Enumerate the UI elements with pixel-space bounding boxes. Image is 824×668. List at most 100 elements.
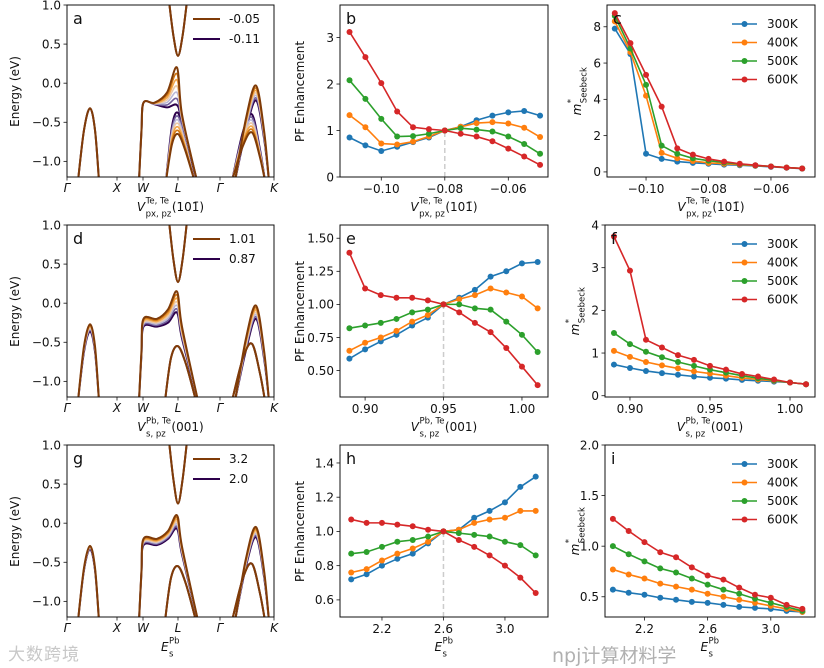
- kpoint-label: Γ: [217, 181, 225, 195]
- kpoint-label: Γ: [64, 401, 72, 415]
- legend-label: 500K: [767, 54, 799, 68]
- data-point: [704, 590, 711, 597]
- data-point: [424, 311, 431, 318]
- y-tick-label: 1: [591, 346, 599, 360]
- y-tick-label: 2: [593, 129, 601, 143]
- data-point: [378, 115, 385, 122]
- y-tick-label: 8: [593, 20, 601, 34]
- x-axis-label-base: V: [677, 420, 686, 434]
- legend-label: 400K: [767, 256, 799, 270]
- y-axis-label: m* Seebeck: [565, 287, 588, 335]
- data-point: [362, 339, 369, 346]
- x-axis-label: V Te, Te px, pz(101̄): [677, 197, 744, 220]
- x-axis-label-sub: s: [169, 650, 174, 660]
- y-tick-label: 1.2: [315, 490, 334, 504]
- panel-c: −0.10 −0.08 −0.06 300K 400K 500K 600K 0 2 4 6 8 c V Te…: [567, 4, 816, 220]
- data-point: [362, 95, 369, 102]
- panel-d: Γ X W L Γ K 1.01 0.87 1.0 0.5 0.0 −0.5 −1.0 d V Pb, Te s…: [8, 218, 279, 439]
- data-point: [690, 356, 697, 363]
- data-point: [704, 572, 711, 579]
- y-tick-label: 1.5: [580, 489, 599, 503]
- series-600K: [611, 10, 806, 172]
- band-line: [164, 565, 197, 617]
- data-point: [611, 10, 618, 17]
- y-tick-label: 3: [591, 261, 599, 275]
- data-point: [362, 346, 369, 353]
- data-point: [362, 124, 369, 131]
- x-axis-label: V Pb, Te s, pz (001): [411, 417, 477, 440]
- x-axis-label-sup: Te, Te: [145, 197, 169, 207]
- y-axis-label-sub: Seebeck: [578, 287, 588, 323]
- data-point: [736, 590, 743, 597]
- legend-label: 400K: [767, 36, 799, 50]
- data-point: [609, 543, 616, 550]
- data-point: [658, 155, 665, 162]
- x-tick-label: 1.00: [509, 402, 536, 416]
- data-point: [378, 147, 385, 154]
- y-tick-label: 4: [593, 93, 601, 107]
- plot-area: [609, 515, 806, 615]
- x-tick-label: −0.10: [628, 182, 665, 196]
- y-tick-label: 1.0: [42, 438, 61, 452]
- panel-letter: e: [346, 229, 356, 248]
- data-point: [410, 124, 417, 131]
- data-point: [378, 80, 385, 87]
- data-point: [346, 325, 353, 332]
- data-point: [537, 134, 544, 141]
- plot-area: [346, 28, 544, 177]
- data-point: [641, 575, 648, 582]
- y-axis-label: Energy (eV): [8, 496, 22, 567]
- data-point: [394, 550, 401, 557]
- legend-label: 500K: [767, 274, 799, 288]
- y-tick-label: 1.50: [307, 232, 334, 246]
- data-point: [674, 150, 681, 157]
- data-point: [393, 294, 400, 301]
- data-point: [346, 347, 353, 354]
- kpoint-label: X: [112, 181, 122, 195]
- data-point: [394, 108, 401, 115]
- data-point: [501, 499, 508, 506]
- kpoint-label: Γ: [64, 621, 72, 635]
- y-tick-label: 0.8: [315, 559, 334, 573]
- data-point: [688, 575, 695, 582]
- data-point: [720, 593, 727, 600]
- legend-marker: [741, 516, 748, 523]
- data-point: [609, 586, 616, 593]
- x-axis-label-suffix: (001): [445, 420, 477, 434]
- data-point: [626, 364, 633, 371]
- data-point: [346, 112, 353, 119]
- x-axis-label-base: E: [434, 640, 442, 654]
- y-tick-label: 0: [593, 165, 601, 179]
- data-point: [471, 519, 478, 526]
- band-line: [234, 84, 270, 177]
- axes-frame: [604, 444, 816, 618]
- x-tick-label: 3.0: [761, 622, 780, 636]
- data-point: [501, 514, 508, 521]
- legend-label: 2.0: [229, 472, 248, 486]
- x-tick-label: 0.90: [617, 402, 644, 416]
- x-axis-label-base: V: [137, 200, 146, 214]
- data-point: [503, 268, 510, 275]
- data-point: [348, 516, 355, 523]
- data-point: [611, 25, 618, 32]
- data-point: [688, 598, 695, 605]
- data-point: [803, 381, 810, 388]
- legend-label: -0.11: [229, 32, 260, 46]
- y-axis-label-base: PF Enhancement: [293, 261, 307, 362]
- data-point: [534, 382, 541, 389]
- y-axis-label: PF Enhancement: [293, 41, 307, 142]
- legend-marker: [741, 259, 748, 266]
- x-tick-label: 0.95: [697, 402, 724, 416]
- data-point: [690, 373, 697, 380]
- series-line: [614, 28, 803, 170]
- legend-marker: [741, 39, 748, 46]
- data-point: [534, 259, 541, 266]
- x-axis-label-suffix: (101̄): [445, 200, 477, 214]
- x-axis-label-base: V: [137, 420, 146, 434]
- data-point: [658, 354, 665, 361]
- data-point: [657, 549, 664, 556]
- data-point: [378, 543, 385, 550]
- legend-marker: [741, 479, 748, 486]
- data-point: [642, 367, 649, 374]
